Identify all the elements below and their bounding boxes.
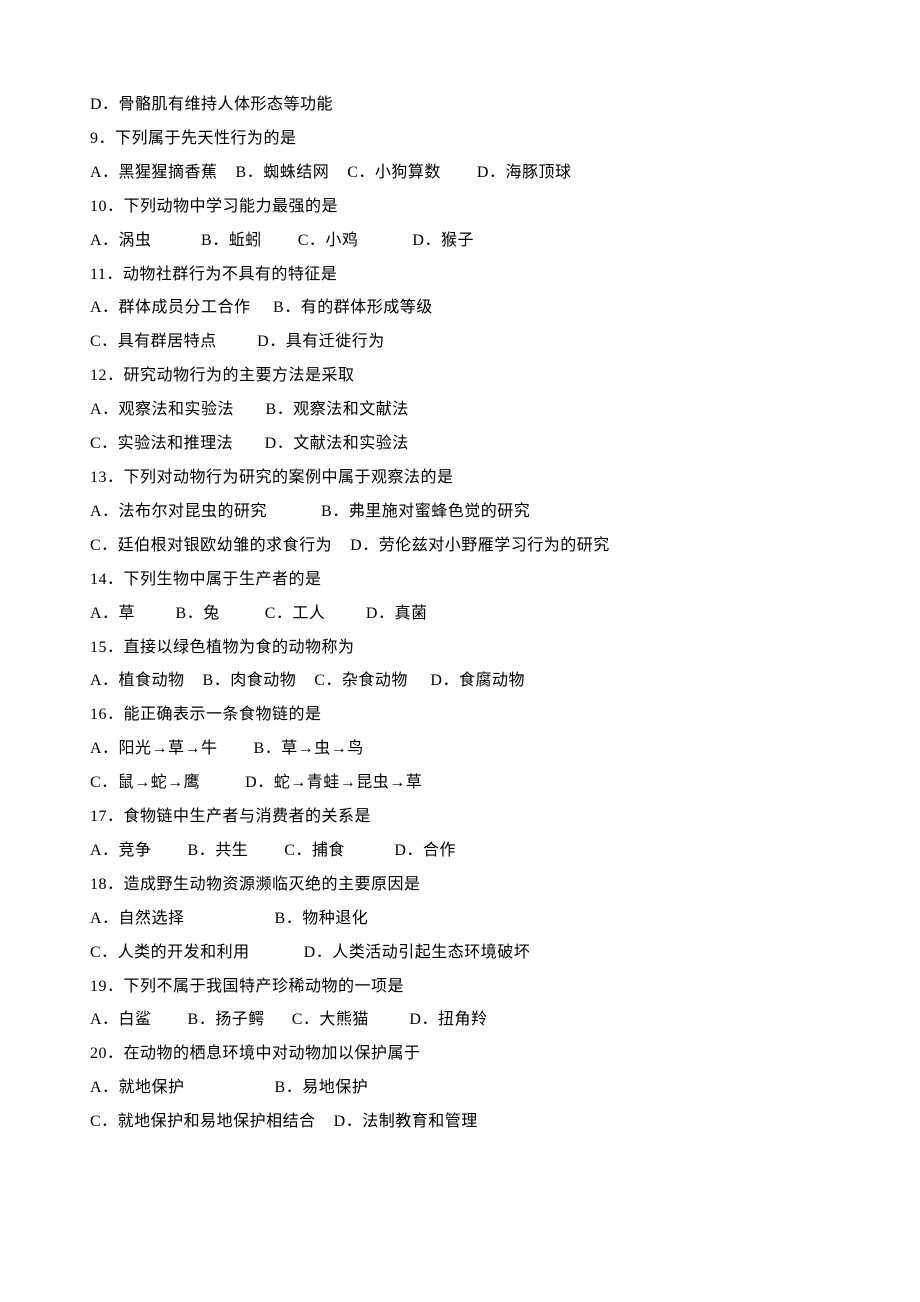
text-line: 10．下列动物中学习能力最强的是 <box>90 190 830 224</box>
text-line: 19．下列不属于我国特产珍稀动物的一项是 <box>90 970 830 1004</box>
document-content: D．骨骼肌有维持人体形态等功能 9．下列属于先天性行为的是 A．黑猩猩摘香蕉 B… <box>90 88 830 1139</box>
text-line: D．骨骼肌有维持人体形态等功能 <box>90 88 830 122</box>
text-line: C．具有群居特点 D．具有迁徙行为 <box>90 325 830 359</box>
text-line: 20．在动物的栖息环境中对动物加以保护属于 <box>90 1037 830 1071</box>
text-line: 13．下列对动物行为研究的案例中属于观察法的是 <box>90 461 830 495</box>
text-line: 18．造成野生动物资源濒临灭绝的主要原因是 <box>90 868 830 902</box>
text-line: A．群体成员分工合作 B．有的群体形成等级 <box>90 291 830 325</box>
text-line: 17．食物链中生产者与消费者的关系是 <box>90 800 830 834</box>
text-line: A．植食动物 B．肉食动物 C．杂食动物 D．食腐动物 <box>90 664 830 698</box>
text-line: C．实验法和推理法 D．文献法和实验法 <box>90 427 830 461</box>
text-line: A．就地保护 B．易地保护 <box>90 1071 830 1105</box>
text-line: C．廷伯根对银欧幼雏的求食行为 D．劳伦兹对小野雁学习行为的研究 <box>90 529 830 563</box>
text-line: 9．下列属于先天性行为的是 <box>90 122 830 156</box>
text-line: C．人类的开发和利用 D．人类活动引起生态环境破坏 <box>90 936 830 970</box>
text-line: A．观察法和实验法 B．观察法和文献法 <box>90 393 830 427</box>
text-line: 16．能正确表示一条食物链的是 <box>90 698 830 732</box>
text-line: 11．动物社群行为不具有的特征是 <box>90 258 830 292</box>
text-line: A．黑猩猩摘香蕉 B．蜘蛛结网 C．小狗算数 D．海豚顶球 <box>90 156 830 190</box>
text-line: A．白鲨 B．扬子鳄 C．大熊猫 D．扭角羚 <box>90 1003 830 1037</box>
text-line: A．自然选择 B．物种退化 <box>90 902 830 936</box>
text-line: A．阳光→草→牛 B．草→虫→鸟 <box>90 732 830 766</box>
text-line: C．鼠→蛇→鹰 D．蛇→青蛙→昆虫→草 <box>90 766 830 800</box>
text-line: 15．直接以绿色植物为食的动物称为 <box>90 631 830 665</box>
text-line: A．涡虫 B．蚯蚓 C．小鸡 D．猴子 <box>90 224 830 258</box>
text-line: 12．研究动物行为的主要方法是采取 <box>90 359 830 393</box>
text-line: 14．下列生物中属于生产者的是 <box>90 563 830 597</box>
text-line: C．就地保护和易地保护相结合 D．法制教育和管理 <box>90 1105 830 1139</box>
text-line: A．草 B．兔 C．工人 D．真菌 <box>90 597 830 631</box>
text-line: A．法布尔对昆虫的研究 B．弗里施对蜜蜂色觉的研究 <box>90 495 830 529</box>
text-line: A．竞争 B．共生 C．捕食 D．合作 <box>90 834 830 868</box>
